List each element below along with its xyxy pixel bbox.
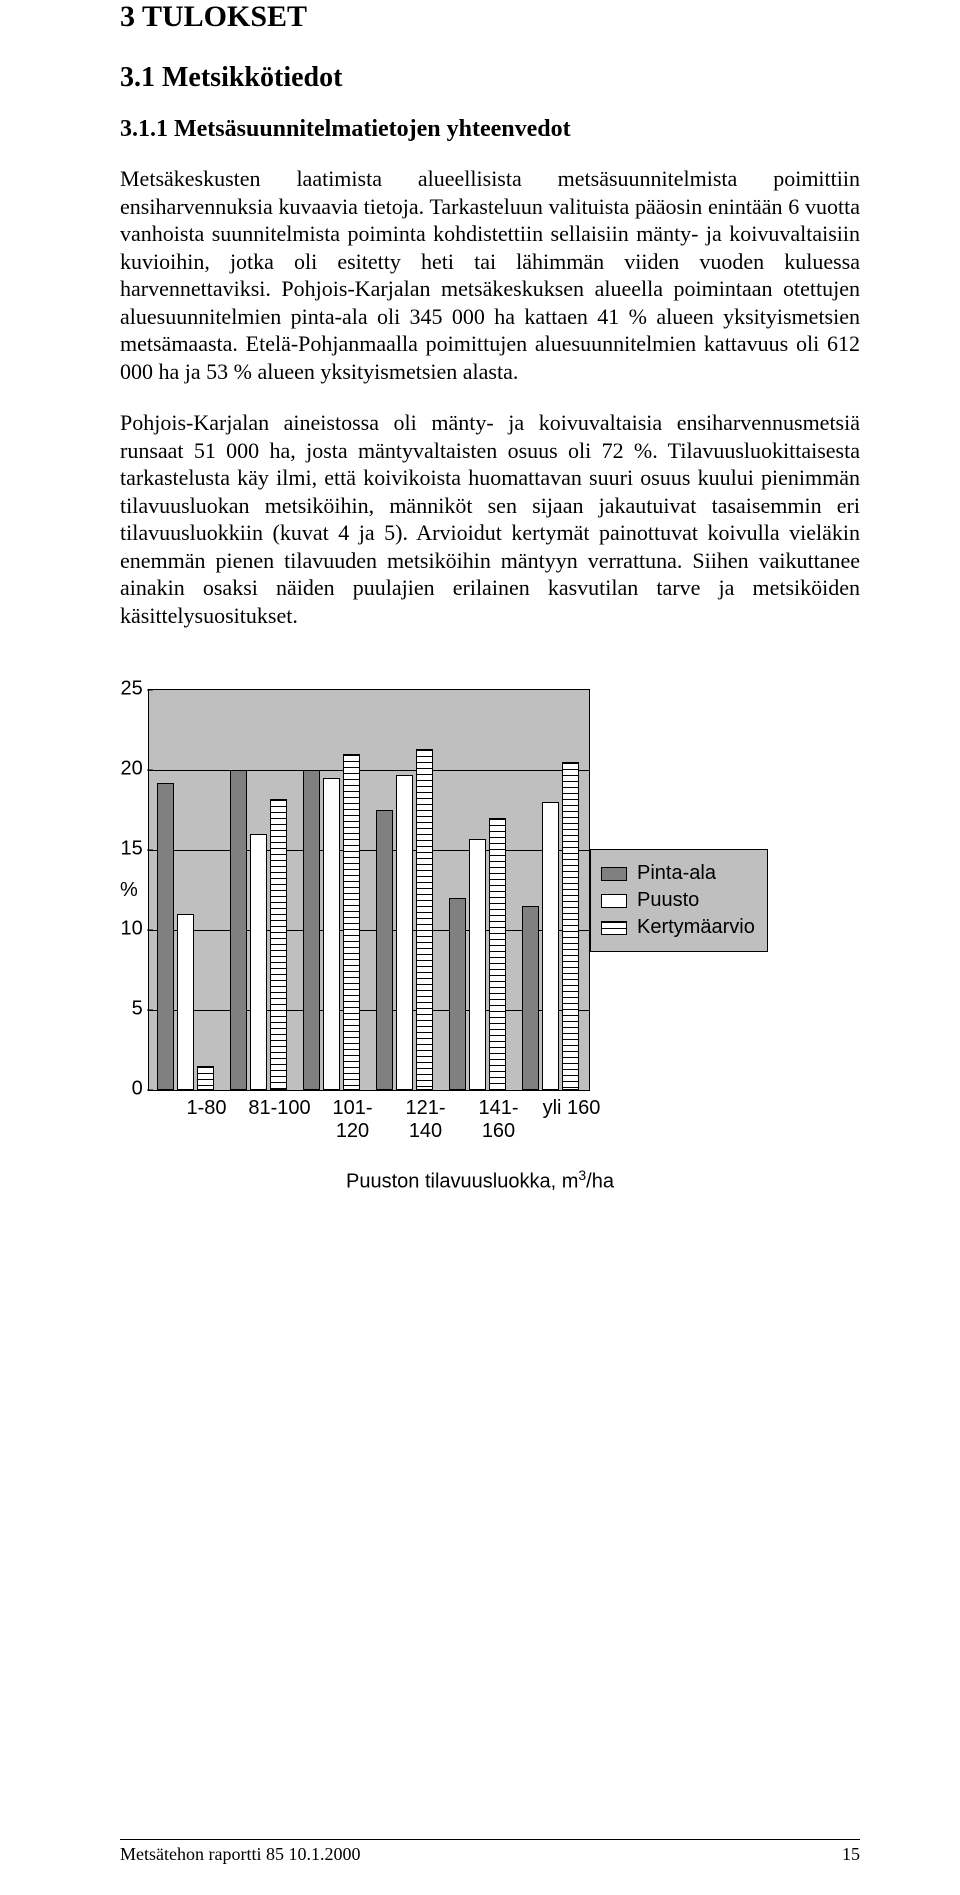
y-tick-label: 15	[121, 838, 143, 861]
legend-item: Puusto	[601, 889, 755, 912]
bar-group	[157, 783, 214, 1090]
paragraph-1: Metsäkeskusten laatimista alueellisista …	[120, 165, 860, 385]
y-tick-label: 20	[121, 758, 143, 781]
legend-label: Kertymäarvio	[637, 916, 755, 939]
chart-bar	[303, 770, 320, 1090]
bar-group	[522, 762, 579, 1090]
y-tick-label: 25	[121, 678, 143, 701]
y-tick-label: 5	[132, 998, 143, 1021]
x-tick-label: 1-80	[170, 1097, 243, 1143]
chart-bar	[469, 839, 486, 1090]
chart-bar	[177, 914, 194, 1090]
x-tick-label: yli 160	[535, 1097, 608, 1143]
chart-bar	[343, 754, 360, 1090]
x-axis-ticks: 1-8081-100101- 120121- 140141- 160yli 16…	[170, 1097, 610, 1143]
bar-group	[303, 754, 360, 1090]
chart-bar	[562, 762, 579, 1090]
legend-label: Pinta-ala	[637, 862, 716, 885]
legend-item: Kertymäarvio	[601, 916, 755, 939]
heading-1: 3 TULOKSET	[120, 0, 860, 34]
y-tick-label: 0	[132, 1078, 143, 1101]
chart-bar	[250, 834, 267, 1090]
x-tick-label: 141- 160	[462, 1097, 535, 1143]
chart-bar	[416, 749, 433, 1090]
bar-chart: % 0510152025 Pinta-alaPuustoKertymäarvio…	[120, 689, 840, 1194]
chart-bar	[270, 799, 287, 1090]
chart-bar	[376, 810, 393, 1090]
footer-page-number: 15	[842, 1844, 860, 1865]
chart-bar	[323, 778, 340, 1090]
bar-group	[230, 770, 287, 1090]
heading-2: 3.1 Metsikkötiedot	[120, 62, 860, 94]
y-axis-ticks: 0510152025	[98, 689, 143, 1089]
footer-rule	[120, 1839, 860, 1840]
chart-bar	[449, 898, 466, 1090]
x-axis-label: Puuston tilavuusluokka, m3/ha	[120, 1167, 840, 1194]
bar-group	[376, 749, 433, 1090]
page-footer: Metsätehon raportti 85 10.1.2000 15	[120, 1839, 860, 1865]
chart-bar	[396, 775, 413, 1090]
y-tick-label: 10	[121, 918, 143, 941]
x-tick-label: 101- 120	[316, 1097, 389, 1143]
bar-group	[449, 818, 506, 1090]
legend-swatch	[601, 894, 627, 908]
chart-legend: Pinta-ala Puusto Kertymäarvio	[590, 849, 768, 952]
footer-left: Metsätehon raportti 85 10.1.2000	[120, 1844, 360, 1865]
paragraph-2: Pohjois-Karjalan aineistossa oli mänty- …	[120, 409, 860, 629]
chart-bar	[230, 770, 247, 1090]
legend-swatch	[601, 867, 627, 881]
legend-item: Pinta-ala	[601, 862, 755, 885]
x-tick-label: 121- 140	[389, 1097, 462, 1143]
heading-3: 3.1.1 Metsäsuunnitelmatietojen yhteenved…	[120, 116, 860, 143]
chart-bar	[522, 906, 539, 1090]
legend-label: Puusto	[637, 889, 699, 912]
x-tick-label: 81-100	[243, 1097, 316, 1143]
chart-bar	[542, 802, 559, 1090]
chart-bar	[157, 783, 174, 1090]
chart-plot-area	[148, 689, 590, 1091]
chart-bar	[489, 818, 506, 1090]
chart-bar	[197, 1066, 214, 1090]
legend-swatch	[601, 921, 627, 935]
